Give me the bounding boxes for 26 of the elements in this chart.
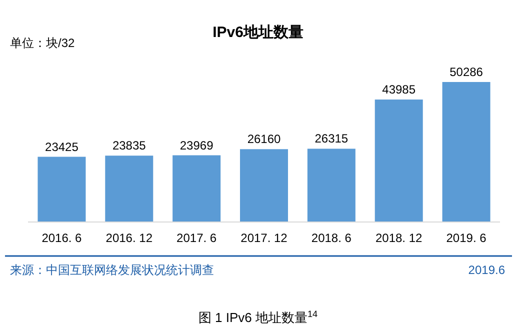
text: 2019.6: [468, 263, 506, 277]
bar: [240, 149, 288, 222]
data-label: 23835: [112, 138, 146, 153]
data-label: 26315: [314, 132, 348, 146]
y-axis-title: 单位：块/32: [10, 36, 76, 50]
caption: 图 1 IPv6 地址数量$^{14}$: [198, 309, 318, 325]
x-tick-label: 2017. 12: [240, 231, 288, 245]
x-tick-label: 2017. 6: [176, 231, 217, 245]
x-tick-label: 2019. 6: [446, 231, 487, 245]
bar: [374, 100, 423, 222]
data-label: 50286: [450, 65, 484, 79]
data-label: 43985: [382, 82, 416, 97]
x-tick-label: 2016. 6: [42, 231, 82, 245]
x-tick-label: 2016. 12: [106, 231, 153, 245]
bar: [307, 148, 356, 222]
bar: [172, 155, 221, 222]
x-tick-label: 2018. 12: [376, 231, 423, 245]
bar: [442, 82, 490, 222]
chart-title: IPv6地址数量: [212, 24, 304, 41]
bar: [105, 156, 154, 222]
data-label: 23425: [45, 140, 79, 154]
bar: [38, 156, 86, 222]
x-tick-label: 2018. 6: [311, 231, 352, 245]
source-note: 来源：中国互联网络发展状况统计调查: [10, 263, 214, 277]
data-label: 26160: [247, 132, 282, 146]
data-label: 23969: [180, 138, 214, 152]
